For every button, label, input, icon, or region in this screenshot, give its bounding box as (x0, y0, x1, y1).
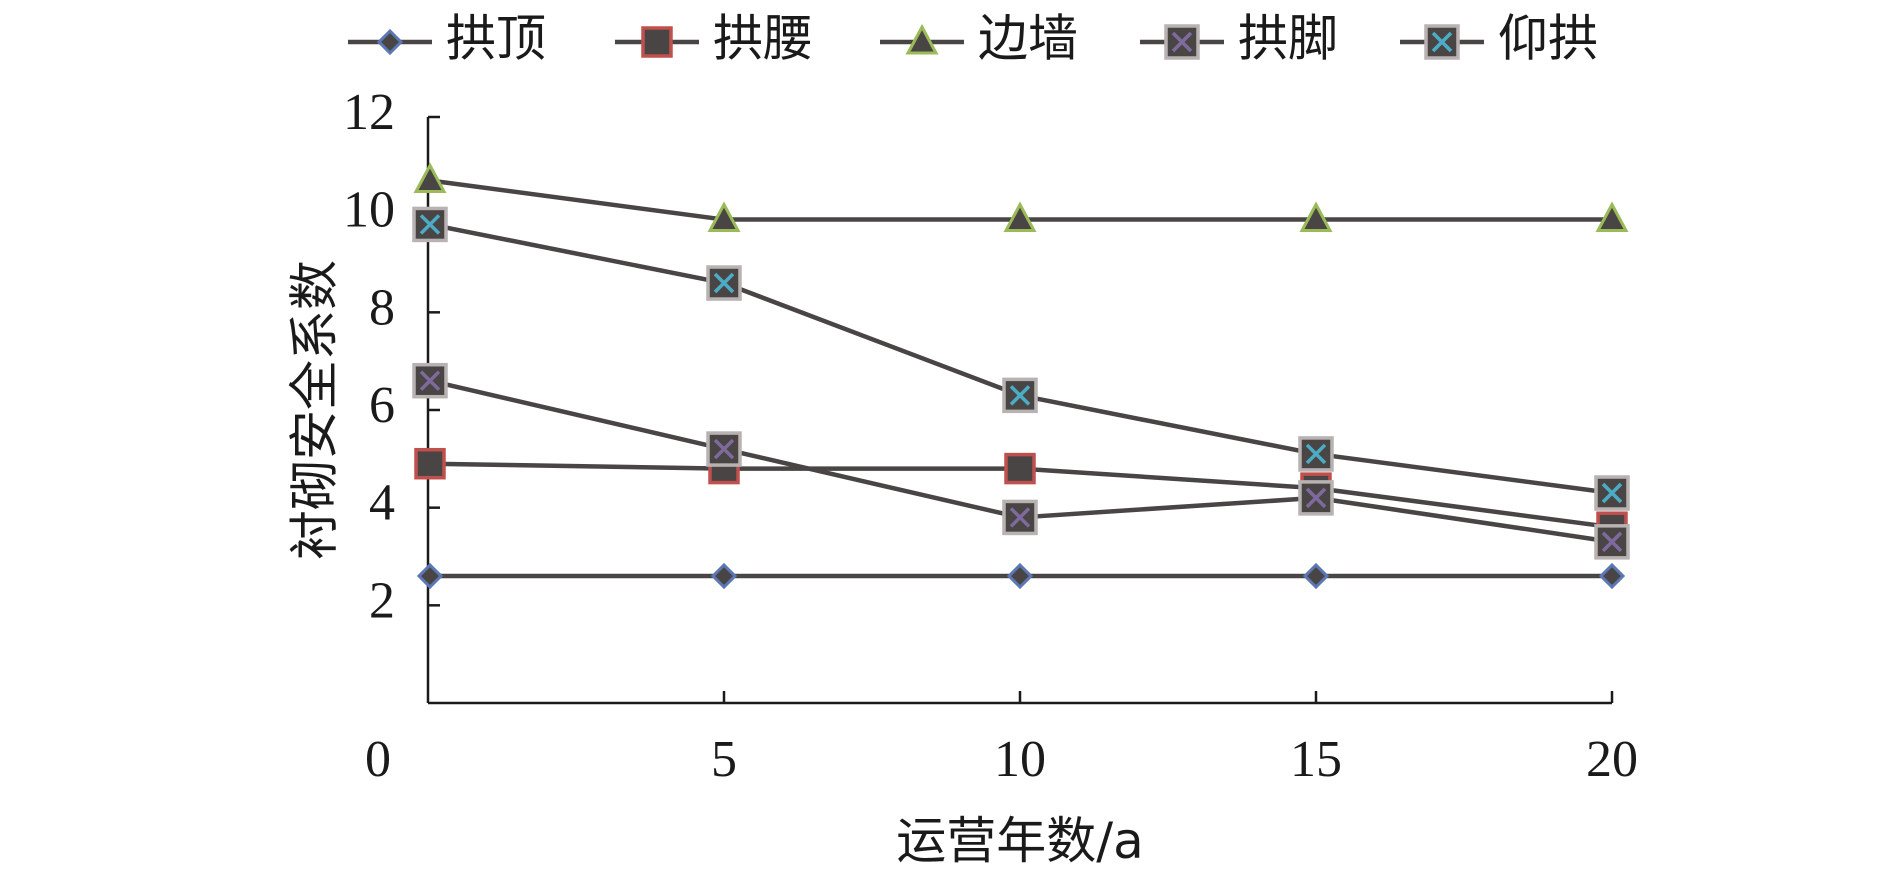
series-group (412, 162, 1630, 590)
legend-label: 拱顶 (446, 10, 546, 68)
data-point (1302, 562, 1330, 590)
legend-label: 仰拱 (1498, 10, 1598, 68)
legend-marker (1164, 24, 1200, 60)
y-tick-label: 12 (343, 84, 395, 141)
series-line (429, 222, 1613, 496)
y-tick-label: 10 (343, 182, 395, 239)
y-axis-title: 衬砌安全系数 (286, 260, 344, 560)
series-5 (412, 206, 1630, 511)
x-axis-ticks: 0 5 10 15 20 (365, 691, 1638, 788)
y-tick-label: 2 (369, 572, 395, 629)
legend-label: 拱腰 (713, 10, 813, 68)
data-point (1598, 562, 1626, 590)
data-point (413, 162, 447, 193)
legend-item: 拱腰 (615, 10, 813, 68)
legend-item: 边墙 (880, 10, 1078, 68)
x-axis-title: 运营年数/a (896, 812, 1144, 870)
legend: 拱顶 拱腰 边墙 拱脚 仰拱 (348, 10, 1598, 68)
x-tick-label: 0 (365, 731, 391, 788)
y-tick-label: 6 (369, 377, 395, 434)
data-point (412, 206, 448, 243)
data-point (1594, 475, 1630, 511)
x-tick-label: 20 (1586, 731, 1638, 788)
legend-marker (641, 26, 673, 58)
legend-label: 拱脚 (1238, 10, 1338, 68)
data-point (1003, 201, 1037, 233)
data-point (412, 362, 448, 399)
y-tick-label: 4 (369, 475, 395, 532)
legend-item: 仰拱 (1400, 10, 1598, 68)
data-point (1299, 201, 1333, 233)
y-axis-ticks: 2 4 6 8 10 12 (343, 84, 440, 629)
data-point (1298, 436, 1334, 472)
data-point (706, 431, 742, 467)
legend-marker (376, 28, 404, 56)
data-point (1002, 377, 1038, 414)
series-3 (413, 162, 1629, 233)
data-point (1298, 480, 1334, 516)
series-4 (412, 362, 1630, 560)
legend-label: 边墙 (978, 10, 1078, 68)
data-point (707, 201, 741, 233)
data-point (416, 562, 444, 590)
data-point (414, 447, 446, 480)
series-1 (416, 562, 1626, 590)
data-point (1006, 562, 1034, 590)
series-2 (414, 447, 1628, 543)
y-tick-label: 8 (369, 279, 395, 336)
data-point (1002, 499, 1038, 536)
legend-item: 拱顶 (348, 10, 546, 68)
data-point (710, 562, 738, 590)
x-tick-label: 10 (994, 731, 1046, 788)
data-point (1594, 524, 1630, 560)
legend-marker (905, 23, 939, 55)
legend-item: 拱脚 (1140, 10, 1338, 68)
data-point (706, 265, 742, 301)
data-point (1595, 201, 1629, 233)
x-tick-label: 5 (711, 731, 737, 788)
x-tick-label: 15 (1290, 731, 1342, 788)
data-point (1004, 452, 1036, 485)
legend-marker (1424, 24, 1460, 60)
